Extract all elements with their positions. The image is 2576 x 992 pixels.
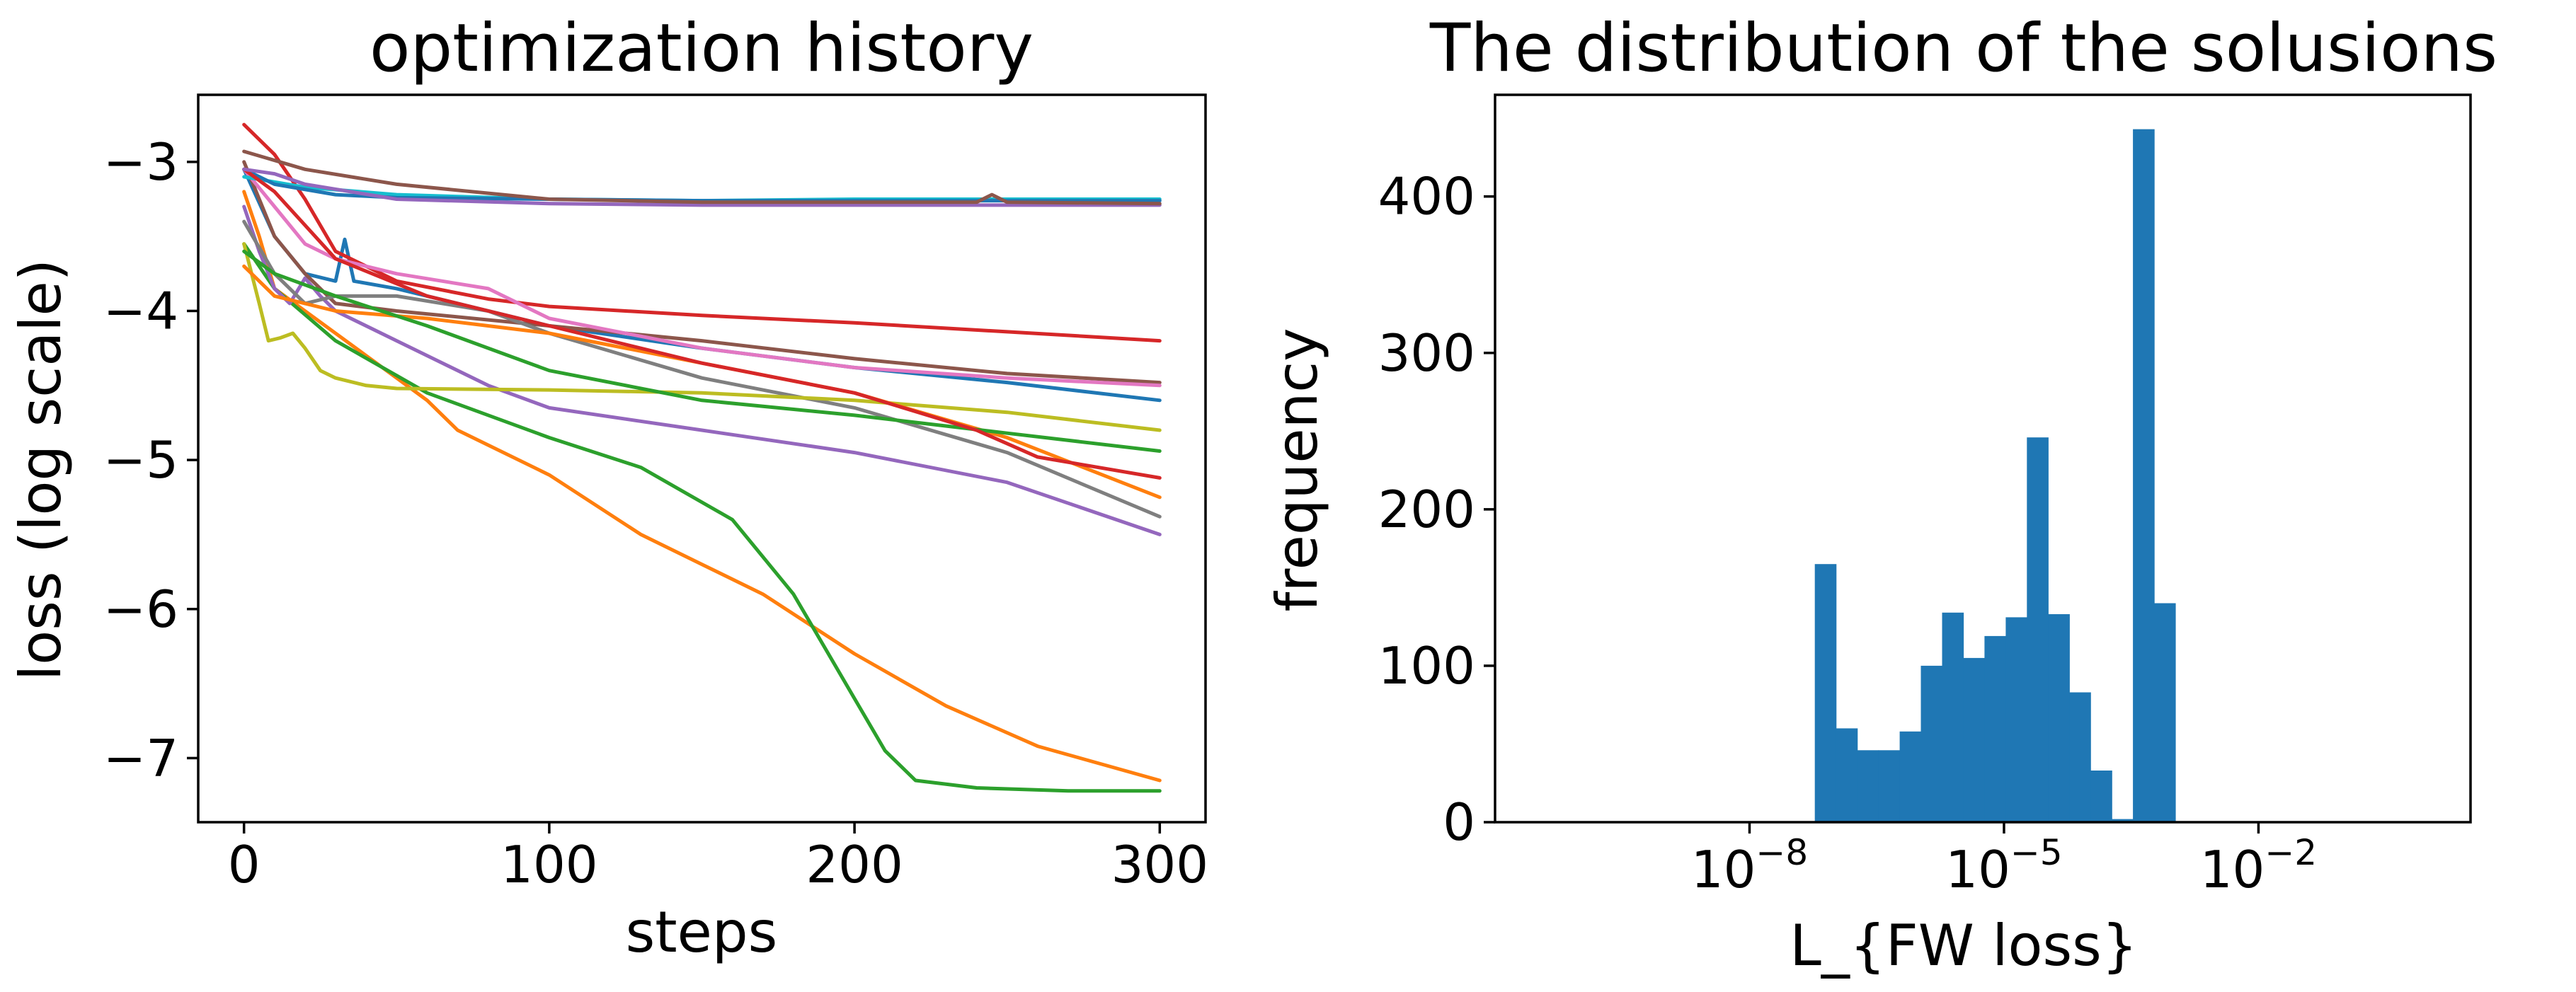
x-axis-ticks: 10−8 10−5 10−2: [1691, 822, 2317, 899]
histogram-bar: [2154, 603, 2176, 822]
series-line-6: [242, 160, 1162, 385]
x-tick-label: 0: [228, 835, 261, 894]
optimization-history-chart: optimization history steps loss (log sca…: [8, 10, 1208, 965]
chart-title: The distribution of the solusions: [1429, 10, 2497, 87]
histogram-bar: [2090, 771, 2112, 822]
y-tick-label: 200: [1378, 480, 1475, 539]
x-axis-ticks: 0 100 200 300: [228, 822, 1208, 894]
histogram-bar: [1878, 750, 1901, 822]
series-line-8: [242, 219, 1162, 519]
histogram-bar: [1963, 657, 1985, 822]
solution-distribution-chart: The distribution of the solusions L_{FW …: [1264, 10, 2497, 979]
series-line-7: [242, 167, 1162, 388]
histogram-bar: [1920, 665, 1943, 822]
x-tick-label: 10−8: [1691, 832, 1808, 899]
series-line-13: [242, 249, 1162, 453]
y-tick-label: 400: [1378, 167, 1475, 226]
y-tick-label: −7: [103, 728, 178, 788]
series-line-9: [242, 242, 1162, 432]
plot-area: [1814, 129, 2176, 823]
series-line-12: [242, 264, 1162, 500]
series-line-15: [242, 167, 1162, 207]
series-line-3: [242, 242, 1162, 793]
x-tick-label: 10−2: [2200, 832, 2317, 899]
y-tick-label: −6: [103, 579, 178, 639]
x-tick-label: 100: [500, 835, 597, 894]
histogram-bar: [1836, 728, 1858, 822]
histogram-bar: [1814, 564, 1837, 822]
y-tick-label: −3: [103, 132, 178, 192]
histogram-bar: [1942, 612, 1964, 822]
x-tick-label: 10−5: [1945, 832, 2062, 899]
plot-frame: [1494, 93, 2472, 824]
y-axis-label: loss (log scale): [8, 259, 74, 681]
x-axis-label: steps: [626, 899, 778, 965]
y-axis-ticks: −3 −4 −5 −6 −7: [103, 132, 198, 788]
histogram-bar: [2133, 129, 2155, 823]
histogram-bar: [2005, 617, 2027, 822]
histogram-bar: [2112, 819, 2134, 822]
plot-frame: [197, 93, 1207, 824]
histogram-bar: [2048, 614, 2070, 822]
histogram-bar: [2069, 692, 2091, 822]
y-tick-label: 100: [1378, 636, 1475, 696]
y-axis-label: frequency: [1264, 328, 1330, 611]
y-axis-ticks: 0 100 200 300 400: [1378, 167, 1495, 852]
y-tick-label: 300: [1378, 323, 1475, 383]
y-tick-label: −5: [103, 430, 178, 490]
plot-area: [242, 122, 1162, 793]
y-tick-label: 0: [1443, 792, 1475, 852]
histogram-bar: [1857, 750, 1879, 822]
x-tick-label: 300: [1111, 835, 1208, 894]
series-line-14: [242, 167, 1162, 480]
histogram-bar: [1984, 635, 2006, 822]
chart-title: optimization history: [370, 10, 1034, 87]
histogram-bar: [2027, 437, 2049, 822]
y-tick-label: −4: [103, 281, 178, 340]
histogram-bar: [1899, 731, 1922, 822]
series-line-16: [242, 149, 1162, 206]
x-axis-label: L_{FW loss}: [1790, 913, 2137, 979]
x-tick-label: 200: [806, 835, 903, 894]
series-line-5: [242, 204, 1162, 536]
